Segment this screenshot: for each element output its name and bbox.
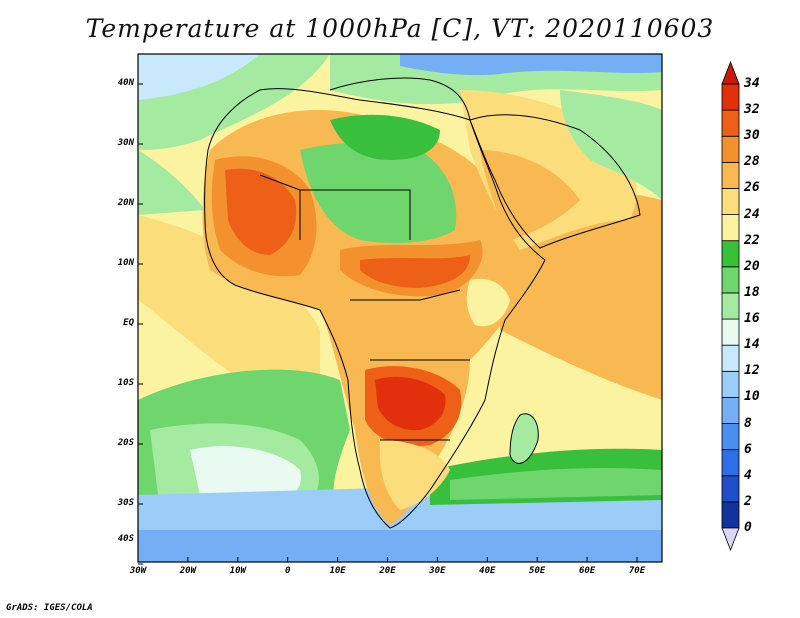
colorbar-label: 4 — [744, 467, 752, 483]
colorbar-min-triangle — [721, 527, 740, 552]
colorbar-swatch — [721, 266, 740, 294]
lon-label: 60E — [578, 566, 596, 576]
lon-label: 30E — [429, 566, 446, 576]
colorbar-swatch — [721, 214, 740, 242]
colorbar-swatch — [721, 449, 740, 477]
colorbar-label: 0 — [744, 520, 752, 535]
colorbar-label: 22 — [744, 232, 760, 248]
colorbar-swatch — [721, 423, 740, 451]
colorbar-swatch — [721, 397, 740, 424]
colorbar-max-triangle — [721, 60, 740, 85]
lon-label: 40E — [479, 566, 496, 576]
lat-label: 20S — [117, 438, 134, 448]
lon-label: 30W — [129, 566, 147, 576]
lon-label: 50E — [529, 566, 546, 576]
colorbar-swatch — [721, 370, 740, 398]
colorbar-label: 28 — [744, 154, 760, 170]
colorbar-label: 8 — [744, 415, 752, 431]
colorbar-swatch — [721, 240, 740, 268]
lon-label: 10W — [229, 566, 246, 576]
lat-tick-marks — [138, 83, 143, 565]
lat-label: EQ — [123, 318, 134, 328]
grads-credit: GrADS: IGES/COLA — [6, 603, 93, 613]
lat-label: 10N — [117, 258, 134, 268]
colorbar-label: 12 — [744, 363, 760, 379]
colorbar — [721, 60, 740, 552]
lon-label: 10E — [329, 566, 346, 576]
colorbar-swatch — [721, 135, 740, 163]
colorbar-label: 6 — [744, 441, 752, 457]
lon-label: 20W — [179, 566, 197, 576]
colorbar-swatch — [721, 501, 740, 529]
lon-label: 20E — [379, 566, 396, 576]
temperature-field — [138, 54, 662, 562]
lat-label: 40N — [117, 78, 134, 88]
colorbar-label: 16 — [744, 311, 760, 327]
lat-label: 20N — [117, 198, 134, 208]
lon-tick-marks — [137, 557, 638, 562]
colorbar-swatch — [721, 188, 740, 215]
lat-label: 30S — [117, 498, 134, 508]
colorbar-swatch — [721, 344, 740, 372]
colorbar-label: 18 — [744, 284, 760, 300]
lat-label: 40S — [117, 534, 134, 544]
colorbar-label: 14 — [744, 337, 760, 353]
lon-label: 0 — [284, 566, 291, 576]
colorbar-label: 10 — [744, 389, 760, 405]
colorbar-swatch — [721, 292, 740, 320]
colorbar-swatch — [721, 109, 740, 137]
colorbar-label: 20 — [744, 258, 760, 274]
coastlines — [204, 77, 641, 529]
colorbar-label: 30 — [744, 128, 760, 144]
colorbar-label: 26 — [744, 180, 760, 196]
colorbar-swatch — [721, 83, 740, 111]
lat-label: 10S — [117, 378, 134, 388]
colorbar-label: 24 — [744, 206, 760, 222]
lat-label: 30N — [117, 138, 134, 148]
colorbar-swatch — [721, 475, 740, 503]
colorbar-swatch — [721, 161, 740, 189]
colorbar-label: 32 — [744, 102, 760, 118]
colorbar-label: 34 — [744, 76, 760, 91]
colorbar-swatch — [721, 318, 740, 346]
lon-label: 70E — [628, 566, 646, 576]
map-title: Temperature at 1000hPa [C], VT: 20201106… — [85, 14, 715, 43]
map-frame — [137, 53, 663, 563]
colorbar-label: 2 — [744, 493, 752, 509]
